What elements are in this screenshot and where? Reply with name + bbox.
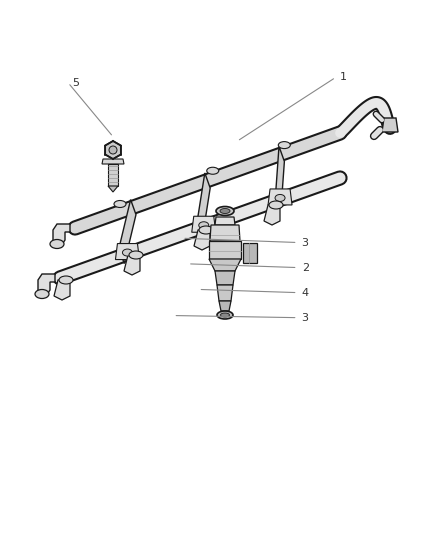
Polygon shape	[108, 164, 118, 186]
Polygon shape	[115, 244, 139, 260]
Ellipse shape	[268, 201, 283, 209]
Ellipse shape	[220, 313, 229, 317]
Ellipse shape	[219, 208, 230, 214]
Ellipse shape	[198, 222, 208, 229]
Ellipse shape	[50, 239, 64, 248]
Polygon shape	[119, 199, 136, 263]
Polygon shape	[53, 224, 70, 246]
Ellipse shape	[59, 276, 73, 284]
Polygon shape	[124, 253, 140, 275]
Polygon shape	[194, 228, 209, 250]
Polygon shape	[215, 271, 234, 285]
Text: 2: 2	[301, 263, 308, 272]
Ellipse shape	[35, 289, 49, 298]
Ellipse shape	[215, 206, 233, 215]
Text: 1: 1	[339, 72, 346, 82]
Polygon shape	[243, 243, 256, 263]
Polygon shape	[54, 278, 70, 300]
Polygon shape	[219, 301, 230, 311]
Ellipse shape	[109, 146, 117, 154]
Polygon shape	[215, 217, 234, 225]
Ellipse shape	[216, 311, 233, 319]
Text: 5: 5	[72, 78, 79, 87]
Polygon shape	[381, 118, 397, 132]
Polygon shape	[209, 225, 240, 241]
Polygon shape	[197, 173, 210, 236]
Polygon shape	[216, 285, 233, 301]
Polygon shape	[105, 141, 120, 159]
Polygon shape	[102, 159, 124, 164]
Polygon shape	[275, 147, 284, 207]
Ellipse shape	[129, 251, 143, 259]
Polygon shape	[268, 189, 291, 205]
Polygon shape	[38, 274, 55, 296]
Ellipse shape	[206, 167, 218, 174]
Ellipse shape	[122, 249, 132, 256]
Polygon shape	[191, 216, 215, 232]
Ellipse shape	[114, 200, 126, 207]
Text: 4: 4	[301, 288, 308, 297]
Polygon shape	[208, 241, 240, 259]
Ellipse shape	[275, 195, 284, 201]
Text: 3: 3	[301, 238, 308, 247]
Polygon shape	[263, 203, 279, 225]
Ellipse shape	[198, 226, 212, 234]
Polygon shape	[108, 186, 118, 192]
Polygon shape	[208, 259, 240, 271]
Text: 3: 3	[301, 313, 308, 322]
Ellipse shape	[278, 142, 290, 149]
